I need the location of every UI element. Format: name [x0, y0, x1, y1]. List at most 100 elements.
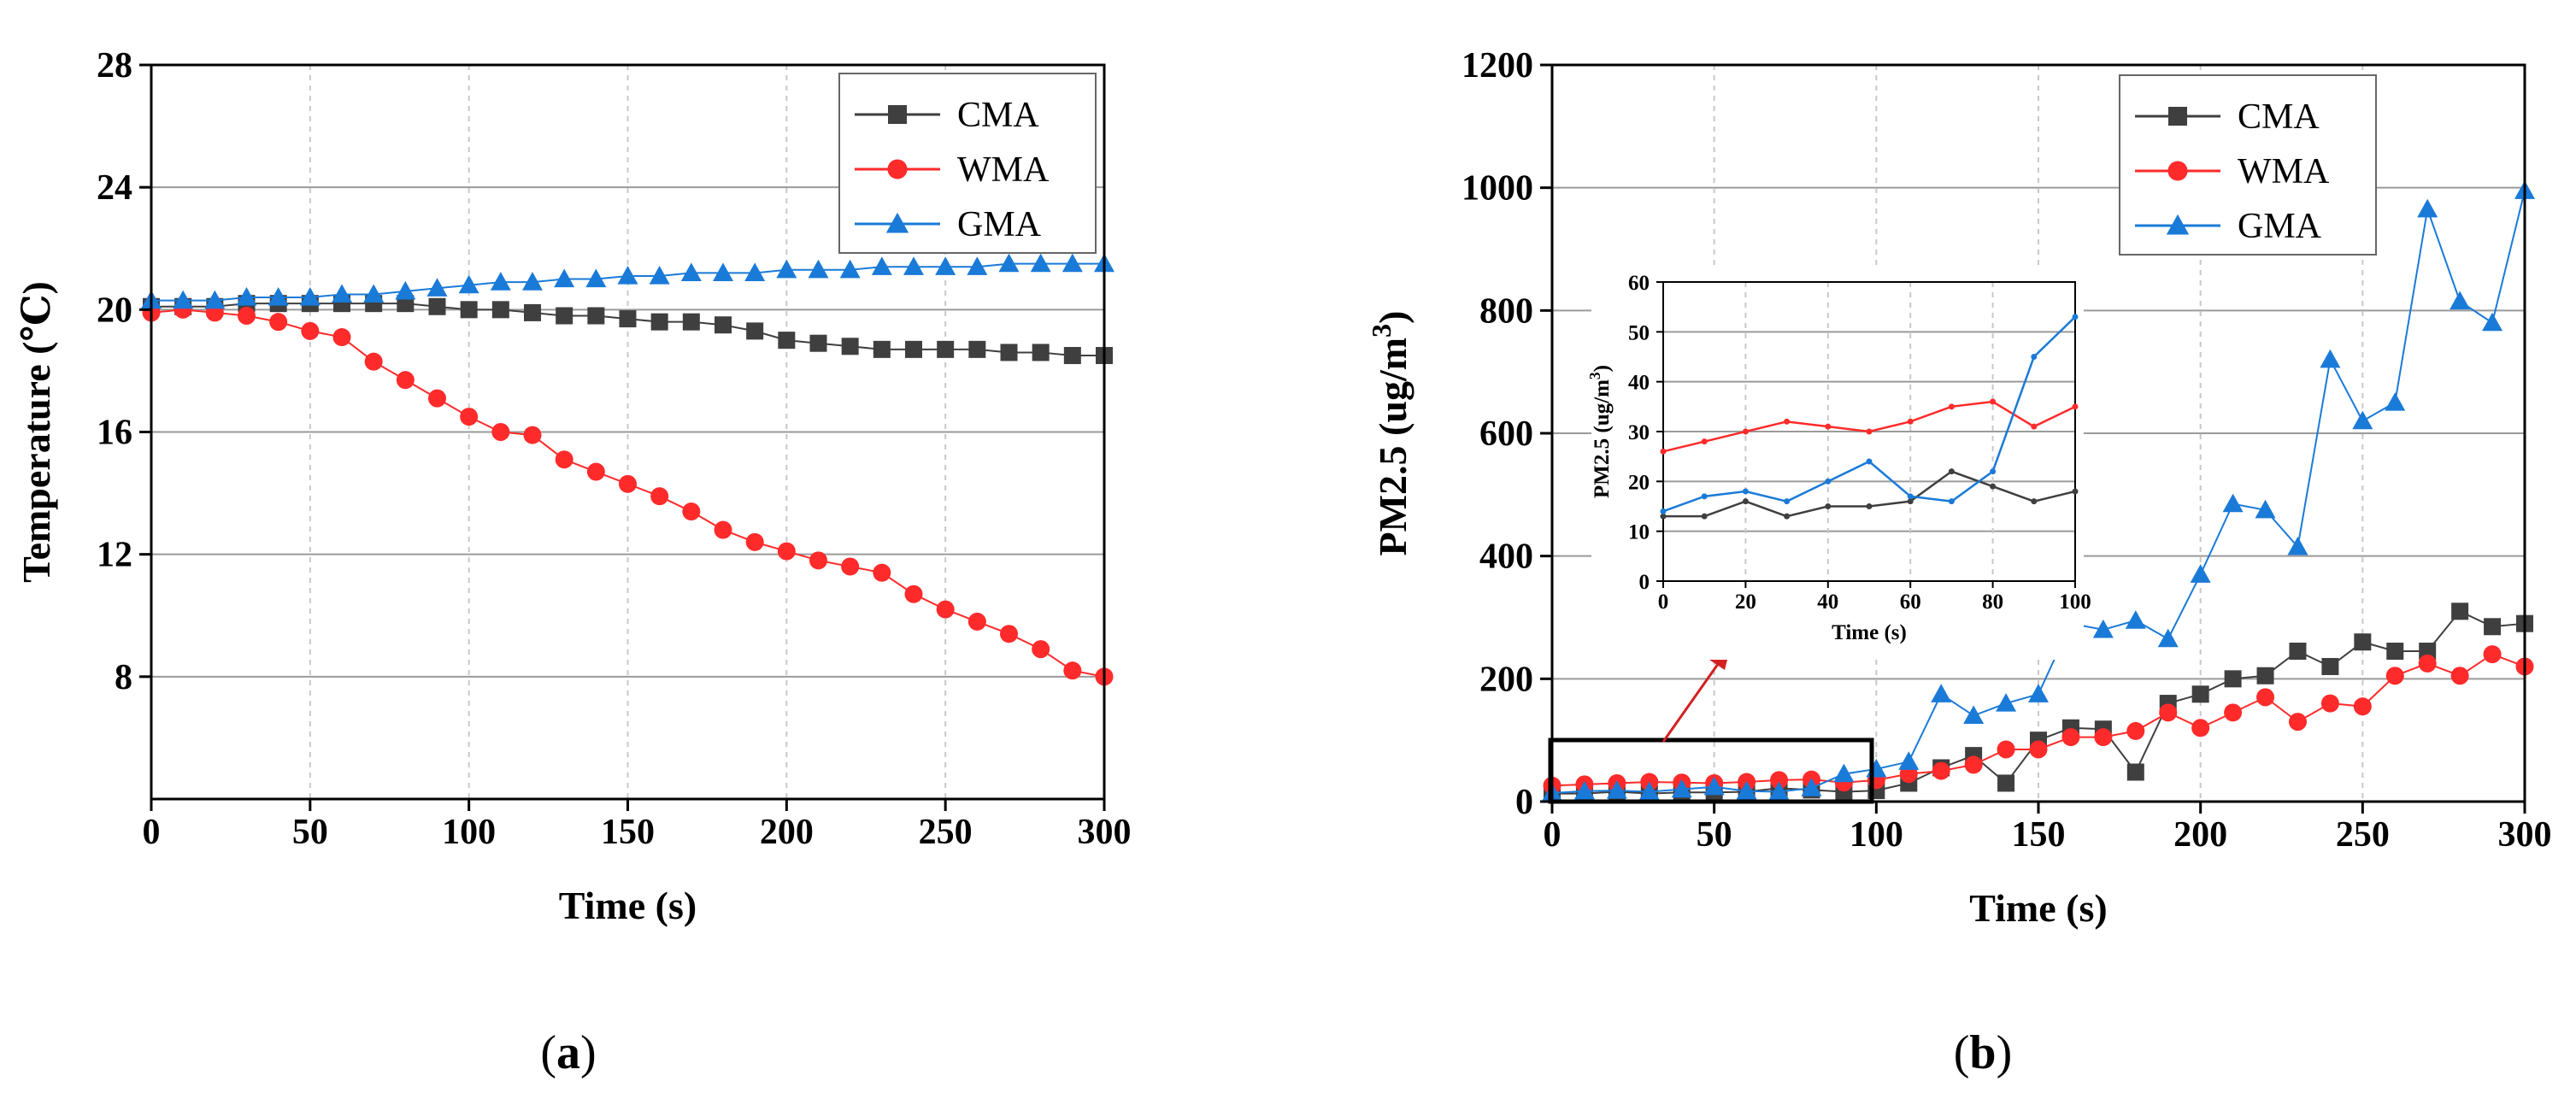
data-point-gma-120 — [522, 272, 543, 291]
data-point-wma-230 — [2288, 713, 2307, 732]
data-point-cma-250 — [937, 340, 955, 358]
data-point-gma-230 — [871, 256, 892, 275]
data-point-cma-90 — [428, 297, 446, 315]
data-point-wma-170 — [682, 502, 701, 521]
legend-box — [2119, 74, 2377, 256]
data-point-gma-130 — [1963, 705, 1985, 725]
data-point-cma-230 — [873, 340, 891, 358]
data-point-wma-70 — [364, 352, 383, 371]
data-point-wma-280 — [2450, 667, 2469, 685]
legend-marker-cma — [2168, 107, 2187, 126]
panel-a-temperature-chart: 0 50 100 150 200 250 300 8 12 16 20 24 28 Time (s) Tem… — [15, 46, 1132, 927]
data-point-gma-280 — [1030, 253, 1051, 273]
inset-point-cma-80 — [1990, 483, 1997, 490]
legend-label-cma: CMA — [2238, 97, 2320, 137]
data-point-gma-10 — [1573, 780, 1595, 800]
data-point-cma-160 — [650, 313, 668, 331]
x-tick-label-0: 0 — [143, 813, 161, 852]
legend-label-gma: GMA — [2238, 207, 2322, 246]
data-point-cma-140 — [1997, 774, 2015, 792]
data-point-gma-150 — [2028, 684, 2049, 702]
data-point-wma-170 — [2094, 728, 2113, 747]
x-tick-label-100: 100 — [2059, 591, 2091, 614]
x-tick-label-40: 40 — [1817, 591, 1838, 614]
data-point-gma-110 — [1898, 751, 1920, 770]
data-point-gma-70 — [363, 284, 385, 303]
data-point-gma-220 — [839, 259, 861, 279]
y-tick-label-0: 0 — [1515, 783, 1533, 822]
data-point-wma-150 — [619, 474, 637, 493]
inset-point-cma-40 — [1825, 503, 1832, 509]
inset-point-gma-20 — [1742, 488, 1749, 495]
data-point-cma-220 — [841, 338, 859, 356]
data-point-gma-220 — [2255, 499, 2276, 519]
y-tick-label-10: 10 — [1628, 521, 1650, 544]
data-point-gma-170 — [2092, 619, 2114, 638]
data-point-cma-270 — [1000, 344, 1018, 361]
data-point-wma-100 — [460, 408, 479, 426]
legend-marker-wma — [887, 159, 908, 179]
data-point-gma-40 — [1671, 779, 1692, 798]
x-axis-title: Time (s) — [1969, 886, 2107, 930]
data-point-wma-120 — [523, 426, 542, 444]
data-point-gma-50 — [1703, 776, 1725, 796]
y-tick-label-60: 60 — [1628, 272, 1650, 295]
y-axis-title: Temperature (℃) — [15, 281, 58, 583]
data-point-wma-200 — [2191, 719, 2210, 737]
data-point-wma-130 — [1964, 755, 1983, 774]
data-point-wma-110 — [491, 423, 510, 441]
x-tick-label-20: 20 — [1735, 591, 1756, 614]
data-point-cma-100 — [460, 301, 478, 319]
inset-point-cma-10 — [1701, 513, 1708, 520]
inset-point-wma-60 — [1907, 418, 1914, 425]
data-point-cma-200 — [778, 332, 796, 350]
data-point-cma-150 — [619, 310, 637, 328]
x-tick-label-80: 80 — [1982, 591, 2003, 614]
y-tick-label-50: 50 — [1628, 321, 1650, 344]
data-point-wma-180 — [2126, 721, 2145, 740]
data-point-wma-150 — [2029, 740, 2048, 759]
data-point-gma-30 — [1638, 781, 1660, 801]
y-tick-label-8: 8 — [115, 658, 132, 697]
inset-point-cma-100 — [2072, 488, 2079, 495]
legend-label-gma: GMA — [957, 205, 1042, 244]
data-point-wma-120 — [1932, 761, 1950, 780]
inset-point-gma-40 — [1825, 478, 1832, 485]
data-point-wma-140 — [1997, 740, 2015, 759]
inset-point-cma-0 — [1660, 513, 1667, 520]
x-tick-label-300: 300 — [1078, 813, 1132, 852]
data-point-cma-180 — [715, 316, 732, 334]
data-point-gma-70 — [1768, 781, 1790, 801]
y-tick-label-30: 30 — [1628, 421, 1650, 444]
y-axis-title: PM2.5 (ug/m3) — [1586, 365, 1614, 498]
inset-point-wma-20 — [1742, 428, 1749, 435]
data-point-gma-250 — [935, 256, 956, 275]
data-point-gma-290 — [1062, 253, 1083, 273]
data-point-cma-240 — [2321, 657, 2339, 675]
data-point-gma-260 — [967, 256, 988, 275]
data-point-gma-130 — [554, 268, 575, 288]
inset-point-gma-0 — [1660, 508, 1667, 514]
data-point-gma-20 — [204, 290, 226, 309]
data-point-gma-90 — [1833, 763, 1855, 783]
data-point-cma-240 — [905, 340, 922, 358]
data-point-wma-240 — [2320, 694, 2339, 713]
data-point-gma-40 — [268, 287, 289, 306]
data-point-gma-270 — [2417, 198, 2438, 218]
x-axis-title: Time (s) — [559, 884, 697, 927]
data-point-gma-90 — [426, 278, 448, 297]
data-point-wma-290 — [2483, 645, 2502, 664]
y-tick-label-1000: 1000 — [1461, 169, 1533, 209]
x-tick-label-0: 0 — [1544, 815, 1561, 855]
data-point-gma-230 — [2287, 536, 2308, 555]
inset-point-cma-70 — [1948, 468, 1955, 475]
data-point-wma-190 — [745, 532, 764, 551]
data-point-gma-80 — [395, 280, 416, 300]
x-tick-label-60: 60 — [1900, 591, 1921, 614]
legend-label-wma: WMA — [2238, 152, 2330, 191]
data-point-gma-240 — [903, 256, 924, 275]
data-point-gma-240 — [2320, 349, 2341, 368]
legend-marker-gma — [885, 212, 909, 233]
legend-marker-cma — [888, 105, 907, 124]
inset-point-wma-70 — [1948, 403, 1955, 410]
